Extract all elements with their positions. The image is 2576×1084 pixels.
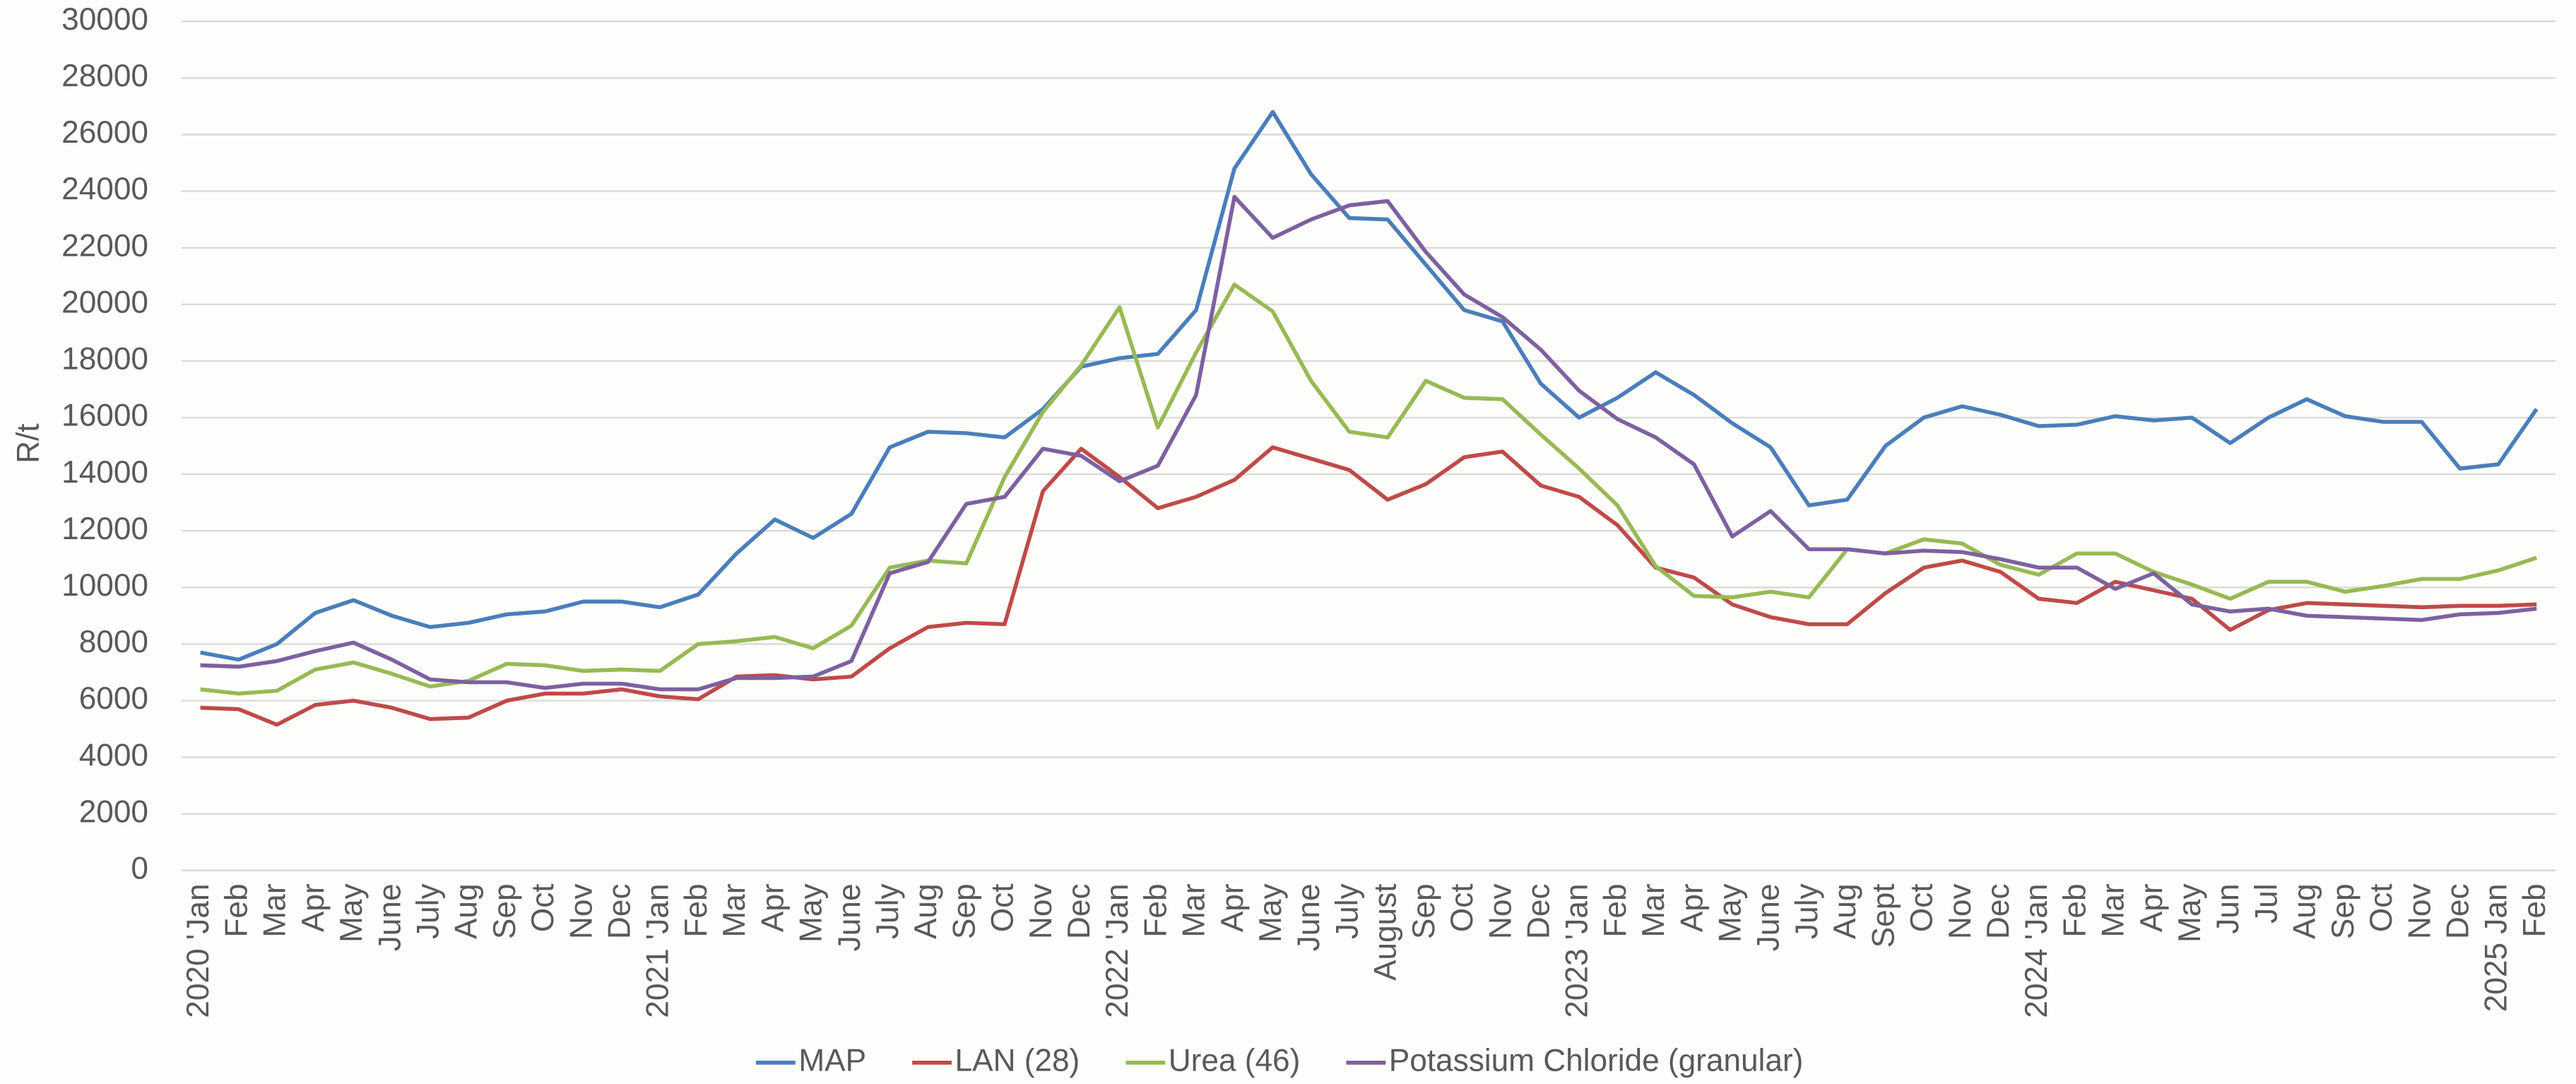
x-tick-label: Sept — [1866, 883, 1901, 948]
x-tick-label: August — [1369, 883, 1403, 980]
x-tick-label: Aug — [2288, 883, 2322, 939]
x-tick-label: Mar — [1636, 883, 1671, 937]
x-tick-label: Dec — [1981, 883, 2016, 939]
x-tick-label: 2020 'Jan — [181, 883, 215, 1018]
x-tick-label: June — [1751, 883, 1786, 951]
x-tick-label: Dec — [1062, 883, 1097, 939]
x-tick-label: Sep — [947, 883, 981, 939]
x-tick-label: 2025 Jan — [2479, 883, 2514, 1012]
x-tick-label: Nov — [1943, 883, 1978, 939]
x-tick-label: 2022 'Jan — [1100, 883, 1135, 1018]
series-line — [200, 194, 2537, 692]
x-tick-label: Apr — [1215, 883, 1250, 932]
series-line — [200, 282, 2538, 696]
x-tick-label: Feb — [679, 883, 714, 937]
x-tick-label: Oct — [1445, 883, 1479, 932]
x-tick-label: Feb — [1138, 883, 1173, 937]
x-tick-label: 2021 'Jan — [641, 883, 675, 1018]
x-tick-label: Nov — [564, 883, 598, 939]
x-tick-label: Mar — [717, 883, 752, 937]
y-tick-label: 8000 — [79, 625, 148, 659]
x-tick-label: Oct — [1905, 883, 1939, 932]
x-tick-label: May — [2173, 883, 2207, 942]
series-line — [200, 445, 2537, 727]
x-tick-label: July — [410, 883, 445, 939]
x-tick-label: July — [870, 883, 905, 939]
x-tick-label: Apr — [296, 883, 331, 932]
legend-label: Potassium Chloride (granular) — [1389, 1043, 1804, 1078]
x-tick-label: Apr — [755, 883, 790, 932]
x-tick-label: Nov — [1024, 883, 1058, 939]
x-tick-label: Apr — [2134, 883, 2169, 932]
y-tick-label: 6000 — [79, 681, 148, 716]
x-tick-label: Mar — [258, 883, 293, 937]
x-tick-label: July — [1790, 883, 1824, 939]
x-tick-label: Feb — [2517, 883, 2552, 937]
x-tick-label: May — [1713, 883, 1748, 942]
x-tick-label: 2023 'Jan — [1560, 883, 1595, 1018]
x-tick-label: Nov — [1483, 883, 1518, 939]
y-tick-label: 16000 — [61, 399, 148, 433]
legend-label: MAP — [798, 1043, 866, 1078]
x-tick-label: July — [1330, 883, 1364, 939]
x-tick-label: Nov — [2402, 883, 2437, 939]
x-tick-label: May — [1253, 883, 1288, 942]
x-tick-label: Oct — [526, 883, 560, 932]
y-tick-label: 30000 — [61, 2, 148, 37]
x-tick-label: June — [372, 883, 407, 951]
x-tick-label: Feb — [2057, 883, 2092, 937]
y-tick-label: 14000 — [61, 455, 148, 490]
legend-label: Urea (46) — [1169, 1043, 1301, 1078]
x-tick-label: Dec — [1521, 883, 1556, 939]
x-tick-label: June — [1292, 883, 1326, 951]
x-tick-label: Oct — [986, 883, 1020, 932]
legend-label: LAN (28) — [955, 1043, 1080, 1078]
series-line — [200, 110, 2539, 662]
y-tick-label: 12000 — [61, 512, 148, 546]
x-tick-label: Dec — [2440, 883, 2475, 939]
x-tick-label: Sep — [2326, 883, 2361, 939]
x-tick-label: Jun — [2211, 883, 2245, 933]
x-tick-label: Sep — [488, 883, 522, 939]
x-tick-label: Apr — [1674, 883, 1709, 932]
x-tick-label: Aug — [1828, 883, 1862, 939]
y-tick-label: 20000 — [61, 285, 148, 319]
y-axis-label: R/t — [11, 423, 45, 463]
x-tick-label: Sep — [1407, 883, 1441, 939]
y-tick-label: 10000 — [61, 568, 148, 603]
y-tick-label: 22000 — [61, 228, 148, 263]
x-tick-label: Mar — [2096, 883, 2131, 937]
x-tick-label: Feb — [1598, 883, 1633, 937]
x-tick-label: Oct — [2364, 883, 2399, 932]
y-tick-label: 26000 — [61, 115, 148, 150]
x-tick-label: May — [794, 883, 829, 942]
x-tick-label: Dec — [603, 883, 637, 939]
x-tick-label: 2024 'Jan — [2019, 883, 2054, 1018]
x-tick-label: Jul — [2249, 883, 2283, 923]
y-tick-label: 18000 — [61, 342, 148, 377]
x-tick-label: Feb — [219, 883, 254, 937]
x-tick-label: Aug — [449, 883, 484, 939]
y-tick-label: 0 — [131, 852, 148, 886]
y-tick-label: 24000 — [61, 172, 148, 206]
y-tick-label: 4000 — [79, 738, 148, 772]
x-tick-label: Mar — [1177, 883, 1212, 937]
y-tick-label: 2000 — [79, 794, 148, 829]
x-tick-label: Aug — [909, 883, 943, 939]
x-tick-label: May — [334, 883, 369, 942]
x-tick-label: June — [832, 883, 867, 951]
y-tick-label: 28000 — [61, 59, 148, 93]
